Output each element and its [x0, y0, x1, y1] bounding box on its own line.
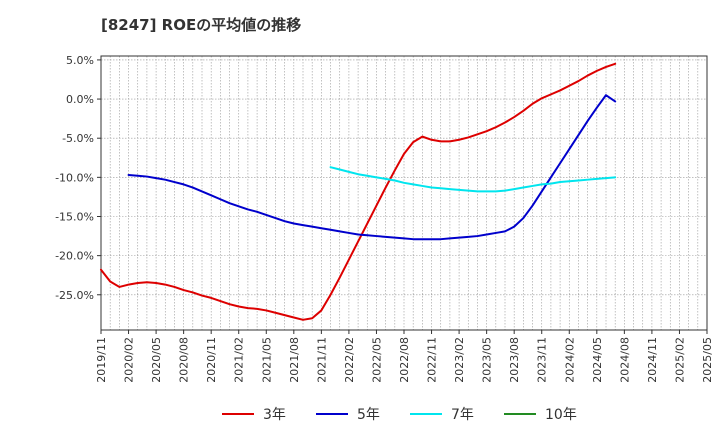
x-tick-label: 2025/02	[673, 337, 686, 383]
x-tick-label: 2022/05	[370, 337, 383, 383]
x-tick-label: 2020/11	[205, 337, 218, 383]
x-tick-label: 2023/08	[508, 337, 521, 383]
chart-title: [8247] ROEの平均値の推移	[101, 16, 302, 34]
y-axis: 5.0% 0.0% -5.0% -10.0% -15.0% -20.0% -25.0%	[55, 54, 101, 302]
y-tick-label: -25.0%	[55, 289, 94, 302]
x-tick-label: 2025/05	[701, 337, 714, 383]
series	[100, 62, 617, 321]
x-tick-label: 2023/11	[536, 337, 549, 383]
plot-frame	[100, 55, 708, 331]
y-tick-label: 5.0%	[66, 54, 94, 67]
x-tick-label: 2023/02	[453, 337, 466, 383]
x-tick-label: 2023/05	[481, 337, 494, 383]
series-line-1	[100, 62, 617, 321]
x-tick-label: 2020/08	[178, 337, 191, 383]
legend-label-4: 10年	[545, 407, 577, 423]
x-tick-label: 2024/02	[563, 337, 576, 383]
y-tick-label: -5.0%	[62, 132, 94, 145]
x-tick-label: 2020/05	[150, 337, 163, 383]
x-tick-label: 2022/11	[426, 337, 439, 383]
x-tick-label: 2021/08	[288, 337, 301, 383]
x-tick-label: 2021/02	[233, 337, 246, 383]
series-line-3	[329, 166, 617, 193]
x-tick-label: 2021/05	[260, 337, 273, 383]
series-line-2	[127, 94, 617, 241]
y-tick-label: 0.0%	[66, 93, 94, 106]
legend-label-2: 5年	[357, 407, 380, 423]
x-tick-label: 2022/02	[343, 337, 356, 383]
x-tick-label: 2024/05	[591, 337, 604, 383]
legend-label-1: 3年	[263, 407, 286, 423]
legend-label-3: 7年	[451, 407, 474, 423]
y-tick-label: -10.0%	[55, 171, 94, 184]
legend: 3年 5年 7年 10年	[222, 407, 577, 423]
x-axis: 2019/11 2020/02 2020/05 2020/08 2020/11 2021/…	[95, 330, 714, 383]
grid	[101, 56, 707, 330]
x-tick-label: 2024/08	[618, 337, 631, 383]
y-tick-label: -15.0%	[55, 210, 94, 223]
y-tick-label: -20.0%	[55, 250, 94, 263]
x-tick-label: 2024/11	[646, 337, 659, 383]
x-tick-label: 2019/11	[95, 337, 108, 383]
x-tick-label: 2021/11	[315, 337, 328, 383]
x-tick-label: 2020/02	[123, 337, 136, 383]
x-tick-label: 2022/08	[398, 337, 411, 383]
